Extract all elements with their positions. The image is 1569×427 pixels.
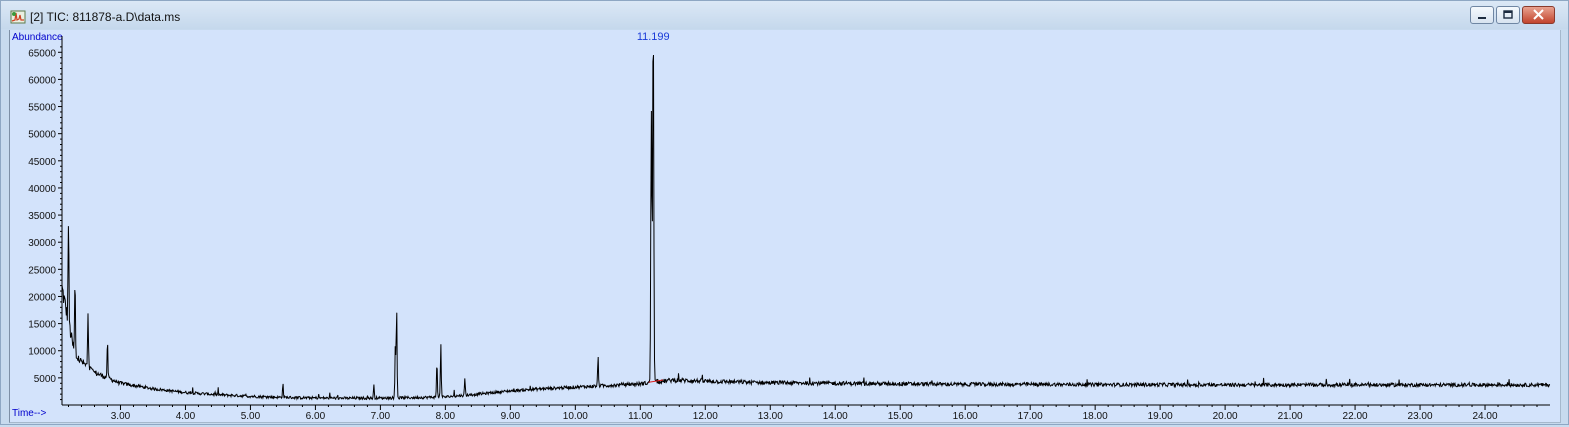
x-tick-label: 21.00	[1278, 411, 1303, 422]
maximize-button[interactable]	[1496, 6, 1520, 24]
chromatogram-chart: Abundance Time--> 5000 10000 15000 20000 250…	[12, 31, 1551, 422]
x-tick-label: 5.00	[241, 411, 261, 422]
x-tick-label: 17.00	[1018, 411, 1043, 422]
y-tick-label: 20000	[28, 292, 56, 303]
x-tick-label: 11.00	[628, 411, 653, 422]
close-icon	[1533, 9, 1544, 20]
x-tick-label: 6.00	[306, 411, 326, 422]
x-tick-label: 3.00	[111, 411, 131, 422]
x-tick-label: 9.00	[501, 411, 521, 422]
x-tick-label: 16.00	[953, 411, 978, 422]
x-tick-label: 23.00	[1408, 411, 1433, 422]
chromatogram-app-icon	[10, 9, 26, 25]
x-tick-label: 7.00	[371, 411, 391, 422]
y-tick-label: 30000	[28, 238, 56, 249]
y-tick-label: 25000	[28, 265, 56, 276]
y-tick-label: 60000	[28, 75, 56, 86]
x-tick-label: 4.00	[176, 411, 196, 422]
window-title: [2] TIC: 811878-a.D\data.ms	[30, 10, 181, 24]
x-tick-label: 10.00	[563, 411, 588, 422]
y-tick-label: 40000	[28, 184, 56, 195]
minimize-icon	[1478, 17, 1486, 19]
y-tick-label: 50000	[28, 130, 56, 141]
y-tick-label: 45000	[28, 157, 56, 168]
chart-area[interactable]: Abundance Time--> 5000 10000 15000 20000 250…	[9, 30, 1561, 423]
y-tick-label: 10000	[28, 347, 56, 358]
x-axis-label: Time-->	[12, 408, 47, 419]
maximize-icon	[1503, 10, 1513, 19]
x-tick-label: 18.00	[1083, 411, 1108, 422]
x-tick-label: 12.00	[693, 411, 718, 422]
integration-baseline	[648, 379, 664, 383]
y-tick-label: 15000	[28, 320, 56, 331]
x-tick-label: 15.00	[888, 411, 913, 422]
x-tick-label: 13.00	[758, 411, 783, 422]
y-tick-label: 65000	[28, 48, 56, 59]
y-tick-label: 5000	[34, 374, 57, 385]
title-bar[interactable]: [2] TIC: 811878-a.D\data.ms	[1, 1, 1568, 29]
x-tick-label: 24.00	[1473, 411, 1498, 422]
minimize-button[interactable]	[1470, 6, 1494, 24]
x-tick-label: 14.00	[823, 411, 848, 422]
close-button[interactable]	[1522, 6, 1555, 24]
x-tick-label: 19.00	[1148, 411, 1173, 422]
peak-rt-label: 11.199	[637, 31, 670, 43]
tic-trace	[61, 54, 1551, 401]
x-tick-label: 20.00	[1213, 411, 1238, 422]
y-tick-label: 55000	[28, 103, 56, 114]
x-tick-label: 8.00	[436, 411, 456, 422]
y-tick-label: 35000	[28, 211, 56, 222]
x-tick-label: 22.00	[1343, 411, 1368, 422]
y-axis-label: Abundance	[12, 32, 63, 43]
